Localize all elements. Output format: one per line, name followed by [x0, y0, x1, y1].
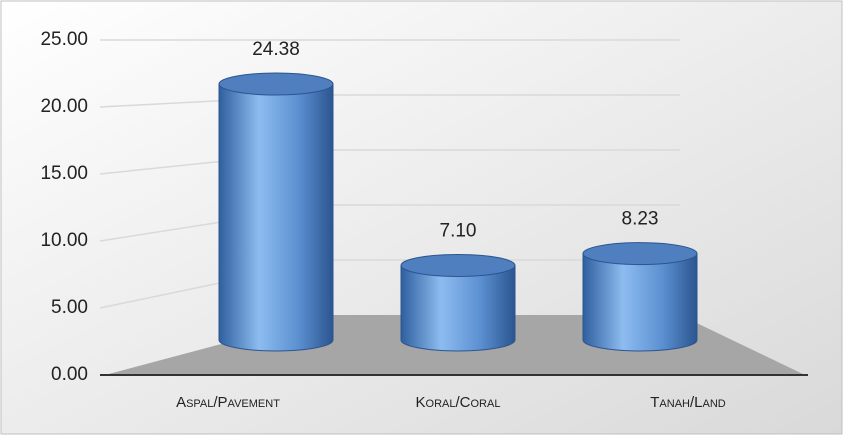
y-tick-label: 15.00	[40, 163, 88, 184]
cylinder	[400, 253, 516, 352]
x-tick-label: Koral/Coral	[416, 394, 501, 411]
bar	[218, 83, 334, 352]
y-tick-label: 0.00	[51, 364, 88, 385]
y-tick-label: 10.00	[40, 230, 88, 251]
bar-top	[400, 253, 516, 277]
cylinder	[582, 242, 698, 352]
bar	[582, 253, 698, 352]
x-tick-label: Tanah/Land	[650, 394, 726, 411]
y-tick-label: 25.00	[40, 29, 88, 50]
bar-top	[218, 72, 334, 96]
x-tick-label: Aspal/Pavement	[176, 394, 280, 411]
value-label: 8.23	[622, 209, 659, 230]
value-label: 24.38	[252, 39, 300, 60]
y-tick-label: 5.00	[51, 297, 88, 318]
value-label: 7.10	[440, 220, 477, 241]
bar-top	[582, 242, 698, 266]
y-tick-label: 20.00	[40, 96, 88, 117]
bar	[400, 264, 516, 352]
cylinder	[218, 72, 334, 352]
